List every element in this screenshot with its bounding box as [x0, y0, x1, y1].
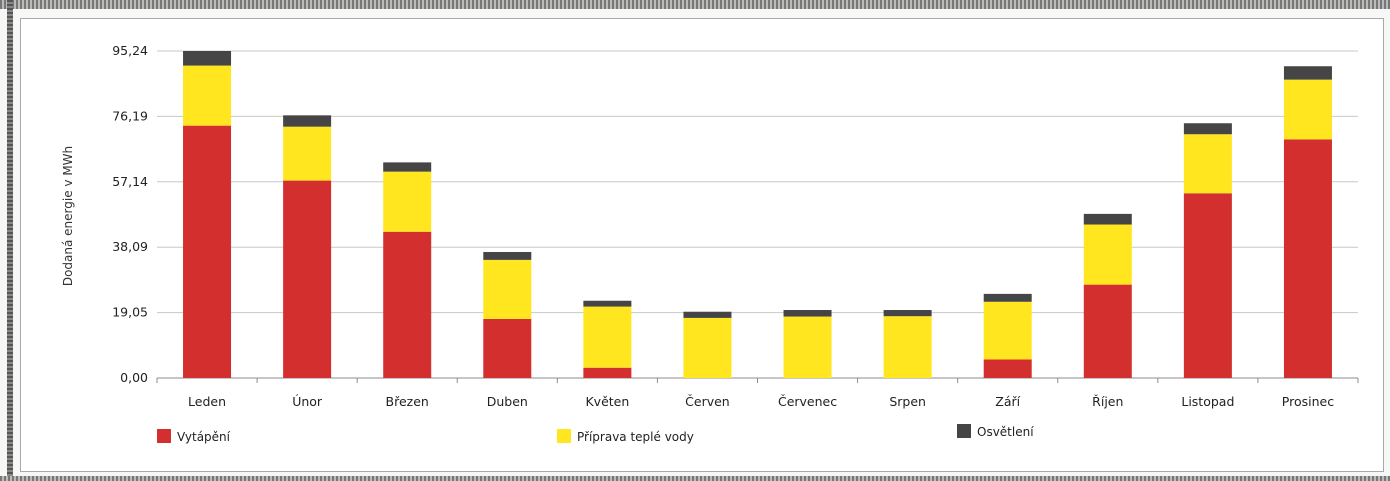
bar-segment-3: [1283, 66, 1332, 80]
x-tick-label: Říjen: [1092, 394, 1123, 409]
bar-segment-1: [1183, 193, 1232, 378]
bar-segment-3: [683, 311, 732, 318]
gridlines: [157, 50, 1358, 379]
bar-segment-3: [1183, 123, 1232, 135]
x-tick-label: Leden: [188, 394, 226, 409]
chart-frame: [20, 18, 1384, 472]
bar-segment-1: [283, 180, 332, 378]
bar-segment-2: [983, 301, 1032, 360]
x-tick-label: Březen: [386, 394, 429, 409]
bar-segment-3: [1083, 213, 1132, 225]
scan-left-rule: [7, 0, 13, 481]
x-tick-label: Září: [995, 394, 1020, 409]
bar-segment-2: [1183, 134, 1232, 194]
y-tick-label: 95,24: [112, 43, 148, 58]
y-axis: 0,00 19,05 38,09 57,14 76,19 95,24: [112, 43, 148, 385]
x-tick-label: Prosinec: [1282, 394, 1334, 409]
x-axis: Leden Únor Březen Duben Květen Červen Červenec…: [156, 378, 1359, 409]
bar-segment-1: [483, 318, 532, 378]
bar-segment-1: [1083, 284, 1132, 378]
bar-segment-2: [1283, 79, 1332, 140]
bar-segment-2: [883, 316, 932, 378]
bar-segment-3: [983, 293, 1032, 302]
legend: Vytápění Příprava teplé vody Osvětlení: [157, 424, 1034, 444]
bar-segment-3: [383, 162, 432, 172]
legend-label: Vytápění: [177, 430, 231, 444]
bar-segment-3: [583, 300, 632, 307]
y-tick-label: 76,19: [112, 108, 148, 123]
bar-segment-2: [783, 316, 832, 378]
y-tick-label: 19,05: [112, 305, 148, 320]
y-axis-label: Dodaná energie v MWh: [61, 146, 75, 286]
x-tick-label: Únor: [292, 394, 323, 409]
bar-segment-3: [783, 310, 832, 317]
bar-segment-3: [183, 51, 232, 66]
legend-swatch: [157, 429, 171, 443]
bar-segment-1: [583, 367, 632, 378]
bar-segment-2: [383, 171, 432, 232]
bar-series: [183, 51, 1332, 379]
bar-segment-1: [383, 231, 432, 378]
bar-segment-2: [683, 317, 732, 378]
y-tick-label: 0,00: [120, 370, 148, 385]
x-tick-label: Květen: [585, 394, 629, 409]
bar-segment-2: [483, 259, 532, 319]
scan-bottom-border: [0, 476, 1390, 481]
bar-segment-1: [1283, 139, 1332, 378]
bar-segment-3: [483, 251, 532, 260]
y-tick-label: 57,14: [112, 174, 148, 189]
x-tick-label: Listopad: [1181, 394, 1234, 409]
bar-segment-2: [183, 65, 232, 126]
legend-label: Osvětlení: [977, 425, 1034, 439]
x-tick-label: Duben: [487, 394, 528, 409]
x-tick-label: Červen: [685, 394, 730, 409]
bar-segment-2: [283, 126, 332, 181]
bar-segment-1: [183, 125, 232, 379]
bar-segment-3: [883, 310, 932, 317]
legend-swatch: [557, 429, 571, 443]
bar-segment-2: [583, 306, 632, 368]
bar-segment-3: [283, 115, 332, 127]
bar-segment-1: [983, 359, 1032, 378]
legend-label: Příprava teplé vody: [577, 430, 694, 444]
bar-segment-2: [1083, 224, 1132, 285]
y-tick-label: 38,09: [112, 239, 148, 254]
x-tick-label: Červenec: [778, 394, 837, 409]
x-tick-label: Srpen: [889, 394, 926, 409]
legend-swatch: [957, 424, 971, 438]
scan-top-border: [0, 0, 1390, 9]
